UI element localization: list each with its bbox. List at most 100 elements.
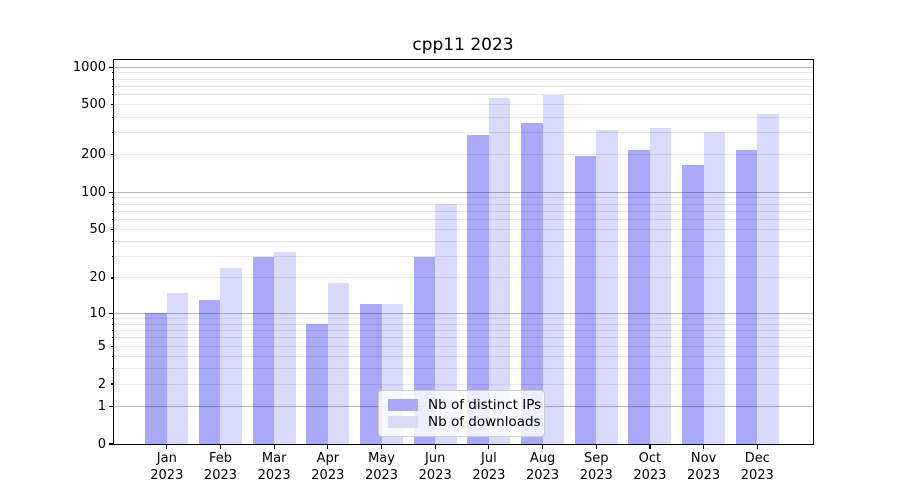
y-tick-label: 200: [81, 147, 106, 163]
bar-distinct-ips: [467, 134, 489, 444]
grid-line-minor: [114, 345, 813, 347]
y-tick-label: 500: [81, 97, 106, 113]
y-axis-tick: [109, 66, 114, 68]
bar-distinct-ips: [574, 155, 597, 444]
legend-entry-downloads: Nb of downloads: [388, 414, 541, 431]
x-tick-label-month: Jun: [425, 451, 446, 466]
x-tick-label-month: Sep: [583, 451, 609, 466]
x-tick-label: Mar 2023: [239, 451, 309, 484]
grid-line-major: [114, 312, 813, 314]
x-tick-label-year: 2023: [472, 467, 506, 483]
grid-line-minor: [114, 256, 813, 258]
y-axis-minor-tick: [111, 210, 114, 212]
grid-line-minor: [114, 323, 813, 325]
y-axis-minor-tick: [111, 367, 114, 369]
y-tick-label: 20: [89, 270, 106, 286]
grid-line-minor: [114, 317, 813, 319]
x-tick-label-month: Jul: [481, 451, 497, 466]
legend-label-distinct-ips: Nb of distinct IPs: [428, 397, 542, 413]
y-axis-tick: [111, 345, 114, 347]
x-tick-label: Jul 2023: [454, 451, 524, 484]
y-axis-tick: [111, 277, 114, 279]
x-axis-tick: [756, 445, 758, 449]
y-axis-tick: [109, 443, 114, 445]
x-tick-label-year: 2023: [526, 467, 560, 483]
y-axis-tick: [109, 191, 114, 193]
grid-line-major: [114, 191, 813, 193]
y-axis-tick: [109, 312, 114, 314]
x-tick-label-month: Dec: [744, 451, 770, 466]
y-axis-minor-tick: [111, 72, 114, 74]
x-axis-tick: [541, 445, 544, 449]
x-tick-label: Oct 2023: [615, 451, 685, 484]
x-tick-label: Dec 2023: [722, 451, 792, 484]
x-tick-label-year: 2023: [579, 467, 613, 483]
x-tick-label: Sep 2023: [561, 451, 631, 484]
x-tick-label: Jan 2023: [132, 451, 202, 484]
bar-distinct-ips: [252, 256, 275, 444]
y-tick-label: 10: [89, 305, 106, 321]
y-tick-label: 0: [97, 436, 106, 452]
x-tick-label: May 2023: [347, 451, 417, 484]
plot-area: [113, 59, 814, 445]
x-tick-label-month: Feb: [208, 451, 232, 466]
legend-label-downloads: Nb of downloads: [428, 414, 541, 430]
x-axis-tick: [488, 445, 490, 449]
bar-downloads: [435, 204, 457, 444]
x-tick-label: Jun 2023: [400, 451, 470, 484]
grid-line-minor: [114, 210, 813, 212]
bar-downloads: [488, 97, 511, 444]
y-axis-minor-tick: [111, 355, 114, 357]
grid-line-minor: [114, 104, 813, 106]
y-axis-minor-tick: [111, 219, 114, 221]
grid-line-minor: [114, 277, 813, 279]
y-tick-label: 100: [81, 184, 106, 200]
x-tick-label: Nov 2023: [669, 451, 739, 484]
x-tick-label-month: Mar: [261, 451, 287, 466]
bar-distinct-ips: [198, 300, 221, 444]
bar-distinct-ips: [682, 165, 704, 444]
x-axis-tick: [649, 445, 651, 449]
grid-line-minor: [114, 197, 813, 199]
legend: Nb of distinct IPs Nb of downloads: [378, 390, 545, 437]
y-axis-minor-tick: [111, 94, 114, 96]
y-axis-minor-tick: [111, 240, 114, 242]
bar-distinct-ips: [145, 313, 167, 444]
grid-line-minor: [114, 72, 813, 74]
legend-entry-distinct-ips: Nb of distinct IPs: [388, 397, 541, 414]
x-axis-tick: [703, 445, 705, 449]
chart-title: cpp11 2023: [412, 35, 514, 55]
x-axis-tick: [327, 445, 329, 449]
x-tick-label-year: 2023: [364, 467, 399, 483]
x-tick-label-month: Oct: [638, 451, 662, 466]
y-axis-minor-tick: [111, 116, 114, 118]
grid-line-minor: [114, 229, 813, 231]
y-axis-minor-tick: [111, 132, 114, 134]
y-axis-minor-tick: [111, 323, 114, 325]
legend-swatch-downloads: [388, 416, 418, 428]
grid-line-minor: [114, 383, 813, 385]
grid-line-minor: [114, 203, 813, 205]
grid-line-major: [114, 66, 813, 68]
grid-line-minor: [114, 219, 813, 221]
y-axis-tick: [111, 154, 114, 156]
y-axis-minor-tick: [111, 78, 114, 80]
y-axis-minor-tick: [111, 203, 114, 205]
y-axis-minor-tick: [111, 86, 114, 88]
grid-line-minor: [114, 94, 813, 96]
bar-downloads: [327, 283, 350, 444]
grid-line-minor: [114, 355, 813, 357]
bar-downloads: [596, 130, 618, 444]
y-tick-label: 2: [97, 376, 106, 392]
x-tick-label-year: 2023: [311, 467, 345, 483]
bar-downloads: [220, 268, 242, 444]
bar-downloads: [166, 292, 189, 444]
y-axis-minor-tick: [111, 337, 114, 339]
x-tick-label-year: 2023: [633, 467, 667, 483]
bar-downloads: [757, 114, 779, 444]
grid-line-minor: [114, 132, 813, 134]
bar-distinct-ips: [735, 149, 758, 444]
y-tick-label: 1: [97, 398, 106, 414]
y-axis-tick: [111, 228, 114, 231]
